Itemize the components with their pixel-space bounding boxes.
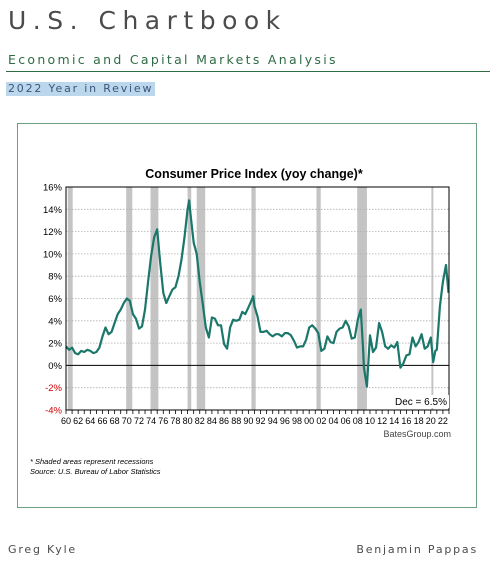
y-tick-label: 14% — [43, 205, 63, 216]
x-tick-label: 78 — [170, 416, 180, 426]
document-title: U.S. Chartbook — [8, 6, 287, 35]
x-tick-label: 00 — [304, 416, 314, 426]
y-tick-label: 0% — [48, 361, 62, 372]
x-tick-label: 62 — [73, 416, 83, 426]
x-tick-label: 66 — [97, 416, 107, 426]
x-tick-label: 12 — [377, 416, 387, 426]
x-tick-label: 02 — [316, 416, 326, 426]
x-tick-label: 74 — [146, 416, 156, 426]
x-tick-label: 70 — [122, 416, 132, 426]
y-tick-label: 12% — [43, 227, 63, 238]
cpi-chart: Consumer Price Index (yoy change)* 16% 14… — [30, 167, 451, 476]
x-tick-marks — [65, 410, 450, 414]
x-tick-label: 04 — [328, 416, 338, 426]
x-axis-labels: 60 62 64 66 68 70 72 74 76 78 80 82 84 86 88 90 92 94 96 98… — [61, 416, 448, 426]
y-tick-label: 10% — [43, 249, 63, 260]
dec-annotation: Dec = 6.5% — [395, 397, 447, 408]
x-tick-label: 68 — [110, 416, 120, 426]
x-tick-label: 88 — [231, 416, 241, 426]
x-tick-label: 06 — [341, 416, 351, 426]
x-tick-label: 14 — [389, 416, 399, 426]
x-tick-label: 84 — [207, 416, 217, 426]
x-tick-label: 16 — [401, 416, 411, 426]
x-tick-label: 22 — [438, 416, 448, 426]
source-note: Source: U.S. Bureau of Labor Statistics — [30, 467, 161, 476]
series-group — [65, 199, 450, 388]
y-tick-label: 6% — [48, 294, 62, 305]
title-divider — [6, 71, 490, 72]
cpi-series-line — [65, 199, 450, 388]
chart-title: Consumer Price Index (yoy change)* — [145, 167, 363, 181]
chart-panel: Consumer Price Index (yoy change)* 16% 14… — [17, 123, 477, 508]
y-tick-label: -4% — [45, 406, 62, 417]
x-tick-label: 82 — [195, 416, 205, 426]
x-tick-label: 10 — [365, 416, 375, 426]
source-website: BatesGroup.com — [383, 429, 451, 439]
y-axis-labels: 16% 14% 12% 10% 8% 6% 4% 2% 0% -2% -4% — [43, 183, 63, 417]
x-tick-label: 60 — [61, 416, 71, 426]
x-tick-label: 92 — [256, 416, 266, 426]
gridlines — [66, 208, 449, 389]
y-tick-label: -2% — [45, 383, 62, 394]
plot-border — [65, 186, 450, 411]
author-left: Greg Kyle — [8, 543, 77, 556]
x-tick-label: 94 — [268, 416, 278, 426]
author-right: Benjamin Pappas — [356, 543, 478, 556]
recession-note: * Shaded areas represent recessions — [30, 457, 154, 466]
x-tick-label: 98 — [292, 416, 302, 426]
x-tick-label: 86 — [219, 416, 229, 426]
y-tick-label: 8% — [48, 272, 62, 283]
x-tick-label: 96 — [280, 416, 290, 426]
x-tick-label: 08 — [353, 416, 363, 426]
x-tick-label: 18 — [414, 416, 424, 426]
x-tick-label: 64 — [85, 416, 95, 426]
y-tick-label: 2% — [48, 339, 62, 350]
document-subtitle: Economic and Capital Markets Analysis — [8, 52, 338, 67]
recession-band — [357, 187, 367, 410]
y-tick-label: 4% — [48, 316, 62, 327]
x-tick-label: 76 — [158, 416, 168, 426]
y-tick-label: 16% — [43, 183, 63, 194]
year-badge: 2022 Year in Review — [6, 82, 156, 96]
x-tick-label: 90 — [243, 416, 253, 426]
dec-annotation-box — [391, 395, 449, 408]
x-tick-label: 20 — [426, 416, 436, 426]
x-tick-label: 80 — [183, 416, 193, 426]
x-tick-label: 72 — [134, 416, 144, 426]
